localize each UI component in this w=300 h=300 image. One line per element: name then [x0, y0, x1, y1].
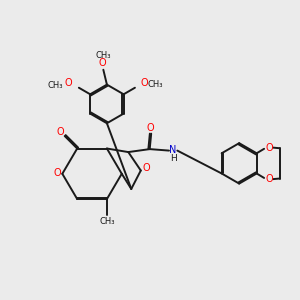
Text: O: O — [65, 78, 72, 88]
Text: CH₃: CH₃ — [47, 81, 63, 90]
Text: O: O — [147, 123, 154, 133]
Text: O: O — [99, 58, 106, 68]
Text: N: N — [169, 145, 177, 155]
Text: O: O — [143, 163, 151, 172]
Text: O: O — [141, 78, 148, 88]
Text: CH₃: CH₃ — [148, 80, 164, 89]
Text: O: O — [266, 174, 273, 184]
Text: O: O — [56, 127, 64, 136]
Text: CH₃: CH₃ — [99, 218, 115, 226]
Text: O: O — [266, 142, 273, 153]
Text: O: O — [53, 168, 61, 178]
Text: H: H — [170, 154, 177, 163]
Text: CH₃: CH₃ — [96, 51, 111, 60]
